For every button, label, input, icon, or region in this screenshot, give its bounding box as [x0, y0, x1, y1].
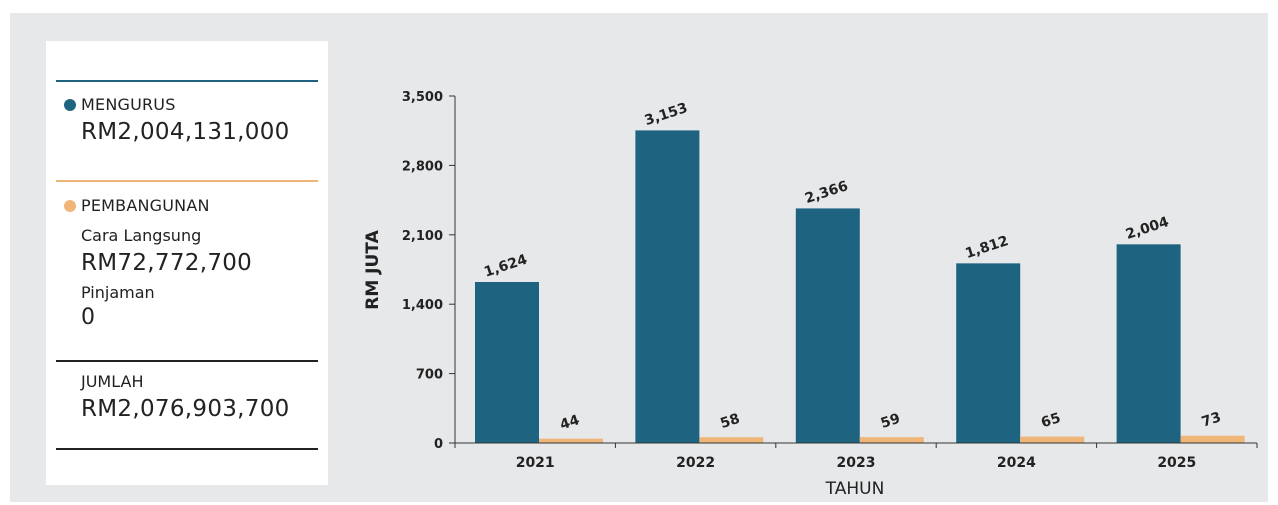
legend-pembangunan: PEMBANGUNAN: [64, 196, 210, 215]
mengurus-dot-icon: [64, 98, 76, 111]
pinjaman-value: 0: [81, 305, 95, 330]
cara-langsung-label: Cara Langsung: [81, 226, 202, 245]
bar-mengurus: [475, 281, 539, 443]
x-tick-label: 2025: [1157, 455, 1196, 471]
x-axis: 2021 2022 2023 2024 2025: [454, 442, 1258, 471]
mengurus-value: RM2,004,131,000: [81, 119, 290, 145]
x-tick-label: 2021: [516, 455, 555, 471]
x-tick-label: 2022: [676, 455, 715, 471]
x-axis-title: TAHUN: [825, 479, 885, 499]
bar-pembangunan: [1020, 436, 1085, 443]
data-label-mengurus: 1,624: [482, 252, 529, 281]
data-label-mengurus: 1,812: [963, 233, 1010, 262]
pinjaman-label: Pinjaman: [81, 283, 155, 302]
divider-pembangunan: [56, 180, 318, 182]
bar-mengurus: [795, 208, 860, 443]
jumlah-value: RM2,076,903,700: [81, 396, 290, 422]
y-axis: 0 700 1,400 2,100 2,800 3,500: [402, 90, 456, 452]
data-label-mengurus: 3,153: [643, 100, 690, 129]
bar-pembangunan: [859, 437, 924, 443]
divider-jumlah-bottom: [56, 448, 318, 450]
bar-pembangunan: [699, 437, 764, 443]
x-tick-label: 2023: [837, 455, 876, 471]
y-tick-label: 2,800: [402, 159, 443, 174]
bars: 1,624 3,153 2,366 1,812 2,004 44 58 59 65 73: [475, 100, 1245, 443]
data-label-pembangunan: 59: [879, 411, 902, 432]
bar-mengurus: [1116, 244, 1181, 443]
summary-card: MENGURUS RM2,004,131,000 PEMBANGUNAN Car…: [46, 41, 328, 485]
y-tick-label: 3,500: [402, 90, 443, 105]
jumlah-label: JUMLAH: [81, 372, 144, 391]
bar-pembangunan: [1180, 435, 1245, 443]
data-label-pembangunan: 73: [1200, 409, 1223, 430]
x-tick-label: 2024: [997, 455, 1036, 471]
divider-jumlah-top: [56, 360, 318, 362]
data-label-mengurus: 2,366: [803, 178, 850, 207]
bar-mengurus: [956, 263, 1021, 443]
pembangunan-label: PEMBANGUNAN: [81, 196, 210, 215]
mengurus-label: MENGURUS: [81, 95, 176, 114]
y-axis-title: RM JUTA: [363, 229, 383, 309]
legend-mengurus: MENGURUS: [64, 95, 176, 114]
pembangunan-dot-icon: [64, 199, 76, 212]
bar-mengurus: [635, 130, 700, 443]
y-tick-label: 0: [434, 437, 443, 452]
y-tick-label: 1,400: [402, 298, 443, 313]
y-tick-label: 2,100: [402, 229, 443, 244]
divider-mengurus: [56, 80, 318, 82]
y-tick-label: 700: [416, 368, 443, 383]
bar-pembangunan: [539, 438, 603, 443]
cara-langsung-value: RM72,772,700: [81, 250, 253, 276]
data-label-mengurus: 2,004: [1124, 214, 1171, 243]
data-label-pembangunan: 58: [718, 411, 741, 432]
data-label-pembangunan: 44: [558, 412, 582, 433]
data-label-pembangunan: 65: [1039, 410, 1062, 431]
